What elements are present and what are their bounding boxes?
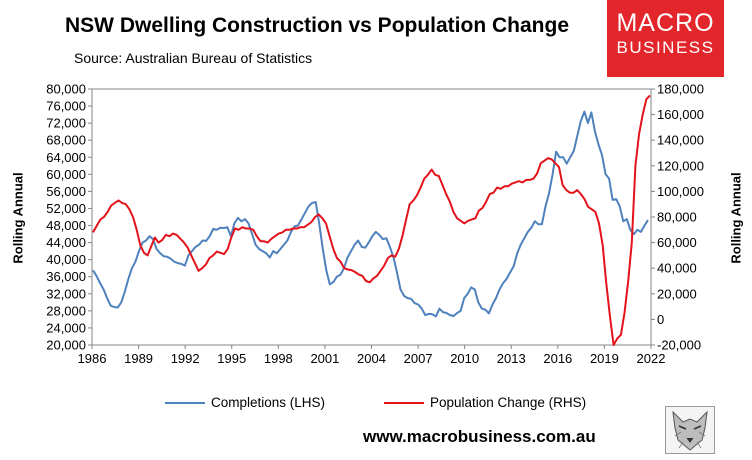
left-axis-tick-label: 68,000 [46,133,86,148]
left-axis-tick-label: 56,000 [46,184,86,199]
legend-label-population: Population Change (RHS) [430,395,587,410]
logo-line-2: BUSINESS [616,38,715,57]
x-axis-tick-label: 2007 [404,351,433,366]
right-axis-tick-label: -20,000 [657,338,701,353]
x-axis-tick-label: 2013 [497,351,526,366]
x-axis-tick-label: 1998 [264,351,293,366]
left-axis-tick-label: 60,000 [46,167,86,182]
x-axis-tick-label: 2001 [310,351,339,366]
right-axis-tick-label: 120,000 [657,158,704,173]
left-axis-tick-label: 28,000 [46,303,86,318]
website-url: www.macrobusiness.com.au [363,427,596,446]
x-axis-tick-label: 1989 [124,351,153,366]
right-axis-tick-label: 80,000 [657,210,697,225]
chart-subtitle: Source: Australian Bureau of Statistics [74,50,313,66]
series-line-completions [92,110,649,318]
x-axis-tick-label: 1992 [171,351,200,366]
wolf-logo-icon [665,406,715,454]
legend-item-population: Population Change (RHS) [384,395,586,410]
legend-label-completions: Completions (LHS) [211,395,326,410]
right-axis-title: Rolling Annual [728,172,744,264]
x-axis-tick-label: 2010 [450,351,479,366]
legend-swatch-completions [165,401,205,404]
logo-line-1: MACRO [616,9,715,37]
x-axis-tick-label: 2016 [543,351,572,366]
left-axis-tick-label: 64,000 [46,150,86,165]
left-axis-tick-label: 48,000 [46,218,86,233]
left-axis-tick-label: 80,000 [46,82,86,97]
chart-title: NSW Dwelling Construction vs Population … [65,14,570,37]
left-axis-tick-label: 36,000 [46,269,86,284]
left-axis-tick-label: 72,000 [46,116,86,131]
plot-area-frame [91,88,652,346]
left-axis-tick-label: 20,000 [46,338,86,353]
left-axis-tick-label: 44,000 [46,235,86,250]
legend-swatch-population [384,401,424,404]
right-axis-tick-label: 180,000 [657,82,704,97]
x-axis-tick-label: 1986 [78,351,107,366]
x-axis-tick-label: 2004 [357,351,386,366]
left-axis-tick-label: 76,000 [46,99,86,114]
right-axis-tick-label: 60,000 [657,235,697,250]
right-axis-tick-label: 100,000 [657,184,704,199]
x-axis-tick-label: 1995 [217,351,246,366]
macrobusiness-logo: MACRO BUSINESS [607,0,724,77]
series-line-population-change [92,94,651,346]
left-axis-tick-label: 40,000 [46,252,86,267]
left-axis-title: Rolling Annual [10,172,26,264]
right-axis-tick-label: 0 [657,312,664,327]
left-axis-tick-label: 24,000 [46,320,86,335]
right-axis-tick-label: 140,000 [657,133,704,148]
right-axis-tick-label: 160,000 [657,107,704,122]
right-axis-tick-label: 40,000 [657,261,697,276]
x-axis-tick-label: 2022 [637,351,666,366]
right-axis-tick-label: 20,000 [657,286,697,301]
x-axis-tick-label: 2019 [590,351,619,366]
legend-item-completions: Completions (LHS) [165,395,325,410]
left-axis-tick-label: 52,000 [46,201,86,216]
left-axis-tick-label: 32,000 [46,286,86,301]
